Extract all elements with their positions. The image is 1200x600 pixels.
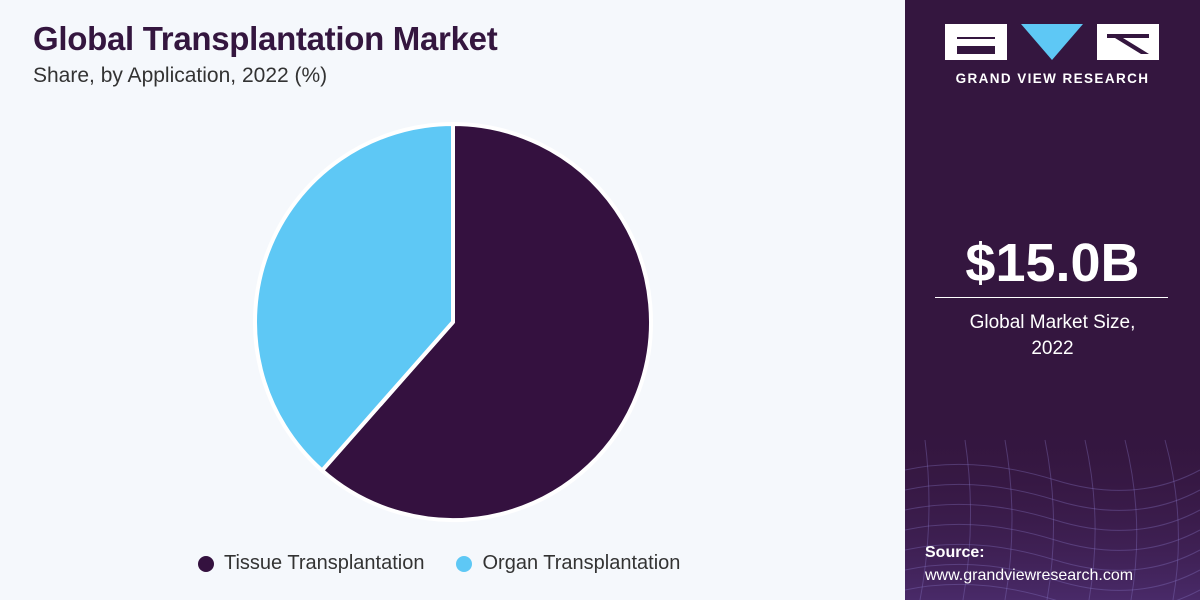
pie-slice-tissue — [320, 122, 653, 522]
market-caption-line2: 2022 — [1031, 338, 1074, 359]
market-size-caption: Global Market Size, 2022 — [905, 310, 1200, 362]
brand-name: GRAND VIEW RESEARCH — [955, 71, 1150, 86]
grand-view-research-logo — [945, 24, 1159, 60]
chart-title: Global Transplantation Market — [33, 20, 498, 57]
legend-label-organ: Organ Transplantation — [482, 552, 681, 574]
legend-dot-tissue — [198, 555, 214, 572]
legend-item-tissue: Tissue Transplantation — [198, 552, 424, 575]
legend-label-tissue: Tissue Transplantation — [224, 552, 425, 574]
pie-chart — [253, 122, 653, 522]
summary-sidebar: GRAND VIEW RESEARCH $15.0B Global Market… — [905, 0, 1200, 600]
legend-item-organ: Organ Transplantation — [456, 552, 680, 575]
divider-line — [935, 297, 1168, 298]
chart-legend: Tissue Transplantation Organ Transplanta… — [198, 552, 712, 575]
legend-dot-organ — [456, 555, 473, 572]
wave-grid-decoration — [905, 420, 1200, 600]
chart-panel: Global Transplantation Market Share, by … — [33, 20, 712, 575]
source-link[interactable]: www.grandviewresearch.com — [925, 567, 1134, 584]
pie-slice-organ — [253, 122, 455, 473]
market-caption-line1: Global Market Size, — [969, 312, 1136, 333]
market-size-value: $15.0B — [965, 233, 1140, 293]
chart-subtitle: Share, by Application, 2022 (%) — [33, 64, 328, 87]
source-label: Source: — [925, 544, 985, 561]
